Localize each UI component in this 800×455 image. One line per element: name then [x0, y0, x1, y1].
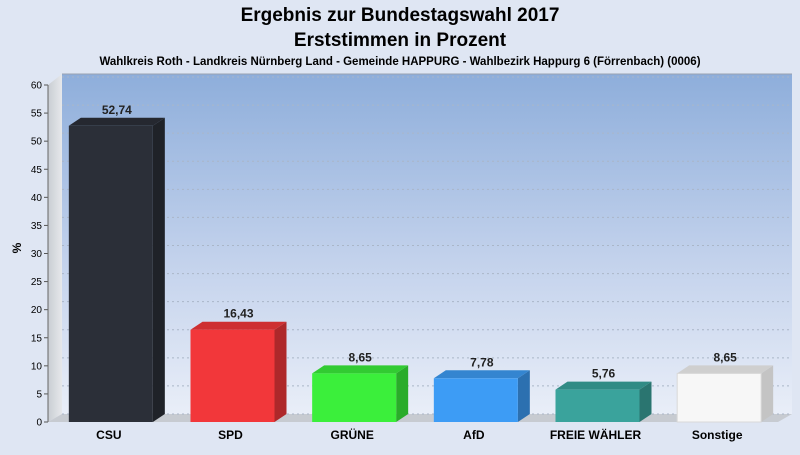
bar-side: [517, 370, 530, 422]
plot-area: [62, 74, 792, 414]
data-label: 7,78: [470, 355, 494, 369]
chart-title: Ergebnis zur Bundestagswahl 2017: [241, 5, 560, 26]
bar-top: [433, 370, 530, 379]
bar-side: [761, 365, 774, 422]
bar-front: [190, 329, 275, 422]
y-tick-label: 35: [31, 221, 43, 232]
x-tick-label: AfD: [463, 428, 485, 442]
grid-lines: [62, 76, 792, 415]
y-tick-label: 45: [31, 165, 43, 176]
bar-top: [312, 365, 409, 374]
bar-side: [396, 365, 409, 422]
bar-front: [555, 389, 640, 422]
bar-grüne: [312, 365, 409, 422]
y-tick-label: 10: [31, 361, 43, 372]
y-tick-label: 5: [36, 389, 42, 400]
y-tick-label: 50: [31, 137, 43, 148]
chart-subtitle: Erststimmen in Prozent: [294, 30, 507, 51]
data-label: 8,65: [348, 350, 372, 364]
bar-front: [68, 125, 153, 422]
bar-spd: [190, 321, 287, 422]
bar-top: [677, 365, 774, 374]
data-label: 52,74: [102, 103, 132, 117]
x-tick-label: GRÜNE: [330, 427, 373, 442]
bar-top: [190, 321, 287, 330]
bar-side: [152, 117, 165, 422]
x-axis-labels: CSU SPD GRÜNE AfD FREIE WÄHLER Sonstige: [96, 427, 743, 442]
y-axis-label: %: [10, 242, 24, 253]
plot-left-wall: [48, 74, 62, 422]
y-axis: 0 5 10 15 20 25 30 35 40 45 50 55 60: [31, 81, 49, 429]
bars: 52,74 16,43 8,65 7,78 5,76 8,65: [68, 103, 774, 423]
y-tick-label: 30: [31, 249, 43, 260]
bar-side: [274, 321, 287, 422]
bar-front: [312, 373, 397, 422]
bar-side: [639, 381, 652, 422]
x-tick-label: Sonstige: [692, 428, 743, 442]
bar-sonstige: [676, 365, 774, 423]
x-tick-label: FREIE WÄHLER: [550, 427, 642, 442]
y-tick-label: 55: [31, 109, 43, 120]
bar-top: [68, 117, 165, 126]
data-label: 16,43: [223, 307, 253, 321]
y-tick-label: 20: [31, 305, 43, 316]
y-tick-label: 25: [31, 277, 43, 288]
chart-caption: Wahlkreis Roth - Landkreis Nürnberg Land…: [99, 56, 700, 68]
x-tick-label: CSU: [96, 428, 121, 442]
data-label: 8,65: [713, 350, 737, 364]
y-tick-label: 15: [31, 333, 43, 344]
bar-freie-wähler: [555, 381, 652, 422]
bar-afd: [433, 370, 530, 422]
y-tick-label: 0: [36, 418, 42, 429]
bar-top: [555, 381, 652, 390]
y-tick-label: 40: [31, 193, 43, 204]
bar-front: [433, 378, 518, 422]
y-tick-label: 60: [31, 81, 43, 92]
data-label: 5,76: [592, 367, 616, 381]
bar-front: [676, 372, 762, 423]
x-tick-label: SPD: [218, 428, 243, 442]
bar-csu: [68, 117, 165, 422]
